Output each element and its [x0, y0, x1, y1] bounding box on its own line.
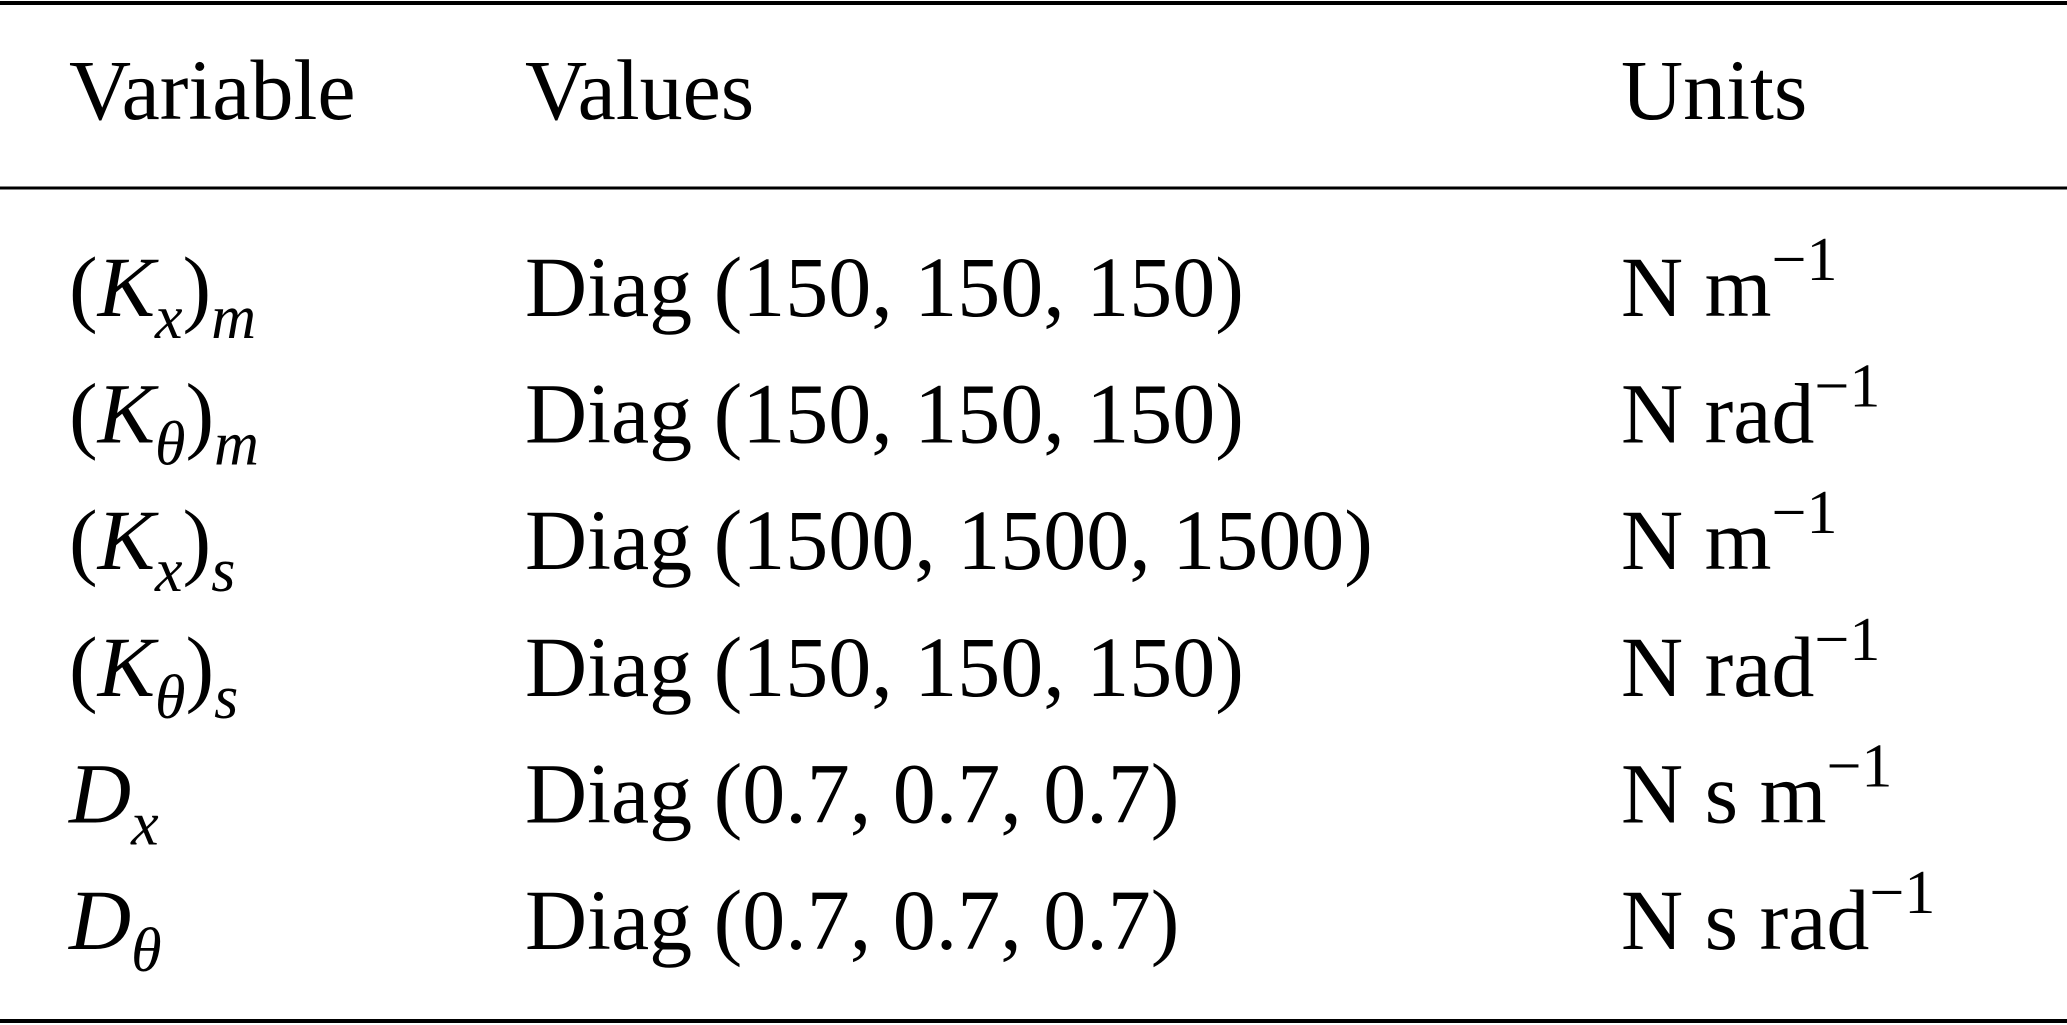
- text-run: D: [68, 872, 131, 968]
- superscript: −1: [1772, 479, 1838, 547]
- superscript: −1: [1814, 353, 1880, 421]
- text-run: N rad: [1621, 619, 1814, 715]
- text-run: N m: [1621, 239, 1772, 335]
- superscript: −1: [1826, 732, 1892, 800]
- header-cell: Units: [1621, 42, 1807, 138]
- text-run: K: [96, 366, 160, 462]
- text-run: (: [69, 239, 98, 335]
- text-run: K: [96, 619, 160, 715]
- subscript: x: [154, 284, 183, 352]
- subscript: s: [214, 664, 238, 732]
- superscript: −1: [1814, 606, 1880, 674]
- subscript: s: [211, 537, 235, 605]
- subscript: x: [154, 537, 183, 605]
- text-run: (: [69, 366, 98, 462]
- value-cell: Diag (150, 150, 150): [525, 239, 1244, 335]
- header-cell: Values: [525, 42, 754, 138]
- unit-cell: N rad−1: [1621, 353, 1880, 462]
- unit-cell: N m−1: [1621, 479, 1837, 588]
- subscript: θ: [155, 411, 185, 479]
- value-cell: Diag (150, 150, 150): [525, 619, 1244, 715]
- subscript: x: [130, 790, 159, 858]
- value-cell: Diag (0.7, 0.7, 0.7): [525, 872, 1179, 968]
- variable-cell: (Kθ)m: [69, 366, 259, 479]
- text-run: ): [185, 366, 214, 462]
- variable-cell: (Kx)m: [69, 239, 256, 352]
- subscript: m: [211, 284, 256, 352]
- unit-cell: N rad−1: [1621, 606, 1880, 715]
- subscript: θ: [131, 917, 161, 985]
- unit-cell: N s m−1: [1621, 732, 1892, 841]
- text-run: N rad: [1621, 366, 1814, 462]
- text-run: K: [96, 239, 160, 335]
- text-run: N s m: [1621, 745, 1826, 841]
- value-cell: Diag (1500, 1500, 1500): [525, 492, 1373, 588]
- unit-cell: N m−1: [1621, 226, 1837, 335]
- text-run: D: [68, 745, 131, 841]
- variable-cell: (Kθ)s: [69, 619, 238, 732]
- value-cell: Diag (0.7, 0.7, 0.7): [525, 745, 1179, 841]
- text-run: (: [69, 619, 98, 715]
- text-run: ): [183, 492, 212, 588]
- variable-cell: (Kx)s: [69, 492, 235, 605]
- unit-cell: N s rad−1: [1621, 859, 1935, 968]
- superscript: −1: [1869, 859, 1935, 927]
- superscript: −1: [1772, 226, 1838, 294]
- subscript: θ: [155, 664, 185, 732]
- variable-cell: Dθ: [68, 872, 162, 985]
- value-cell: Diag (150, 150, 150): [525, 366, 1244, 462]
- text-run: N m: [1621, 492, 1772, 588]
- text-run: ): [185, 619, 214, 715]
- variable-cell: Dx: [68, 745, 159, 858]
- text-run: (: [69, 492, 98, 588]
- header-cell: Variable: [69, 42, 356, 138]
- text-run: K: [96, 492, 160, 588]
- text-run: ): [183, 239, 212, 335]
- text-run: N s rad: [1621, 872, 1869, 968]
- subscript: m: [214, 411, 259, 479]
